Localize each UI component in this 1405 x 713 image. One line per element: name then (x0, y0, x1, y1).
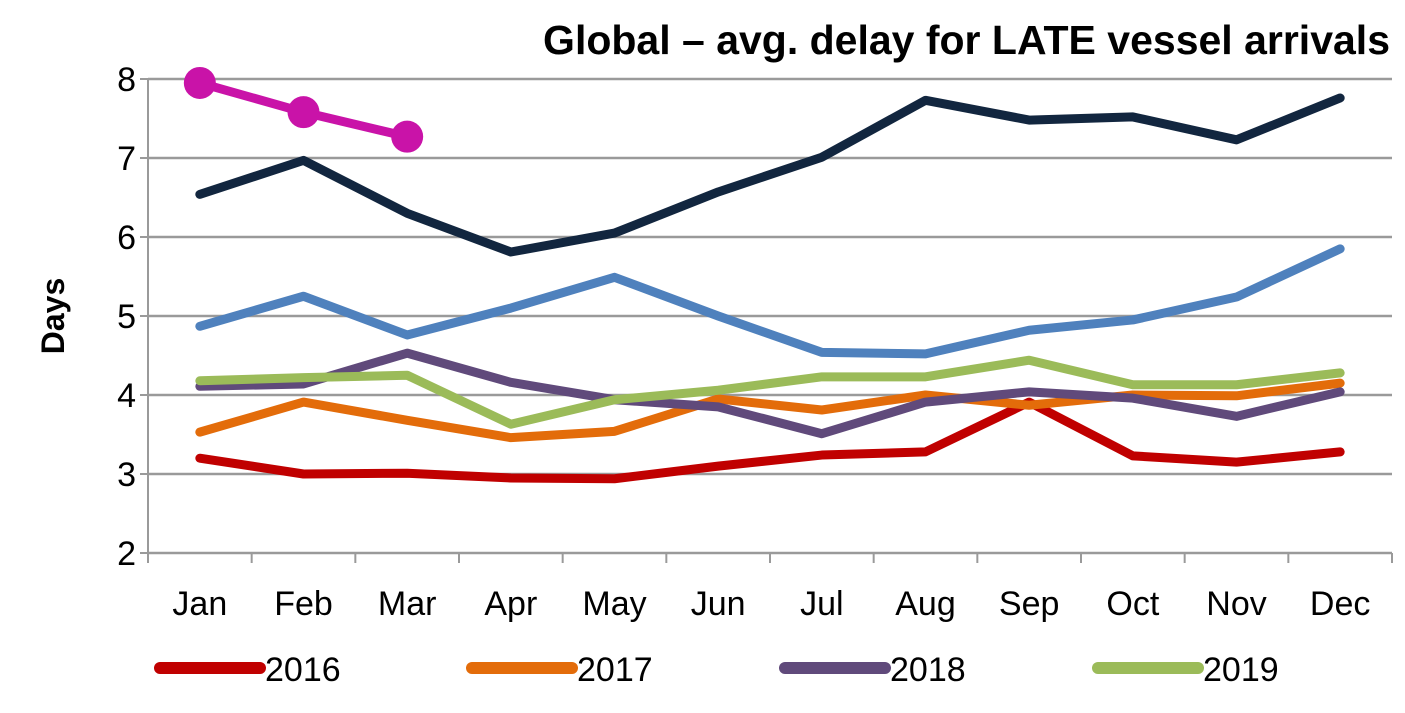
series-line (195, 355, 1345, 429)
y-tick-label: 3 (117, 456, 136, 494)
series-line (195, 244, 1345, 359)
x-tick-label: Feb (274, 585, 333, 623)
x-tick-label: Sep (999, 585, 1060, 623)
x-tick-label: Mar (378, 585, 437, 623)
x-tick-label: Apr (484, 585, 537, 623)
series-line (195, 397, 1345, 484)
data-point (287, 96, 320, 129)
chart-title: Global – avg. delay for LATE vessel arri… (543, 17, 1390, 63)
x-tick-label: Dec (1310, 585, 1370, 623)
legend-label: 2019 (1203, 651, 1279, 689)
data-point (183, 66, 216, 99)
legend-label: 2017 (577, 651, 653, 689)
series-line (195, 348, 1345, 439)
y-tick-label: 6 (117, 219, 136, 257)
x-tick-label: Jan (172, 585, 227, 623)
series-line (195, 93, 1345, 257)
y-axis-label: Days (35, 278, 71, 355)
y-tick-label: 2 (117, 535, 136, 573)
series-line (195, 378, 1345, 443)
x-tick-label: Oct (1106, 585, 1159, 623)
x-tick-label: Aug (895, 585, 956, 623)
legend-label: 2018 (890, 651, 966, 689)
y-tick-label: 7 (117, 140, 136, 178)
x-tick-label: Jul (800, 585, 843, 623)
y-tick-label: 5 (117, 298, 136, 336)
x-tick-label: Nov (1206, 585, 1266, 623)
y-tick-label: 8 (117, 61, 136, 99)
x-tick-label: May (582, 585, 646, 623)
y-tick-label: 4 (117, 377, 136, 415)
legend-label: 2016 (265, 651, 341, 689)
x-tick-label: Jun (691, 585, 746, 623)
data-point (391, 120, 424, 153)
